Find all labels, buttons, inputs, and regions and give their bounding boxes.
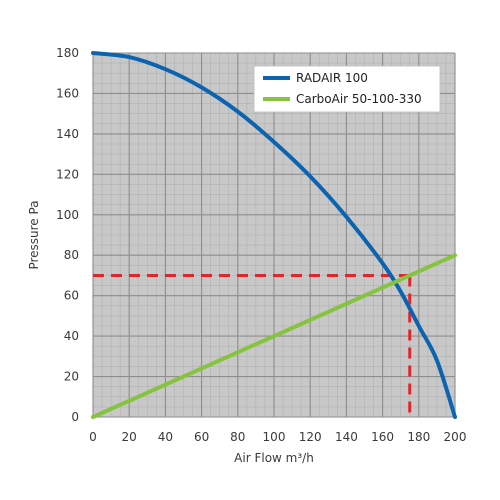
y-axis-title: Pressure Pa (27, 200, 41, 269)
x-tick-label: 60 (194, 430, 209, 444)
y-tick-label: 160 (56, 86, 79, 100)
y-tick-label: 80 (64, 248, 79, 262)
series-line-carboair-50-100-330 (91, 253, 457, 419)
series-line-radair-100 (91, 51, 457, 419)
y-tick-label: 120 (56, 167, 79, 181)
series-layer (91, 51, 457, 419)
y-tick-label: 40 (64, 329, 79, 343)
y-tick-labels: 0 20 40 60 80 100 120 140 160 180 (56, 46, 79, 424)
y-tick-label: 0 (71, 410, 79, 424)
y-tick-label: 60 (64, 289, 79, 303)
x-tick-label: 140 (335, 430, 358, 444)
x-tick-label: 40 (158, 430, 173, 444)
x-axis-title: Air Flow m³/h (234, 451, 314, 465)
x-tick-label: 180 (407, 430, 430, 444)
x-tick-labels: 0 20 40 60 80 100 120 140 160 180 200 (89, 430, 466, 444)
x-tick-label: 80 (230, 430, 245, 444)
x-tick-label: 100 (263, 430, 286, 444)
x-tick-label: 0 (89, 430, 97, 444)
y-tick-label: 180 (56, 46, 79, 60)
annotation-layer (93, 273, 412, 417)
x-tick-label: 120 (299, 430, 322, 444)
x-tick-label: 160 (371, 430, 394, 444)
legend-box (253, 65, 441, 113)
y-tick-label: 20 (64, 370, 79, 384)
legend: RADAIR 100 CarboAir 50-100-330 (253, 65, 441, 113)
y-tick-label: 140 (56, 127, 79, 141)
x-tick-label: 20 (122, 430, 137, 444)
legend-label-carboair: CarboAir 50-100-330 (296, 92, 422, 106)
legend-label-radair: RADAIR 100 (296, 71, 368, 85)
y-tick-label: 100 (56, 208, 79, 222)
x-tick-label: 200 (444, 430, 467, 444)
